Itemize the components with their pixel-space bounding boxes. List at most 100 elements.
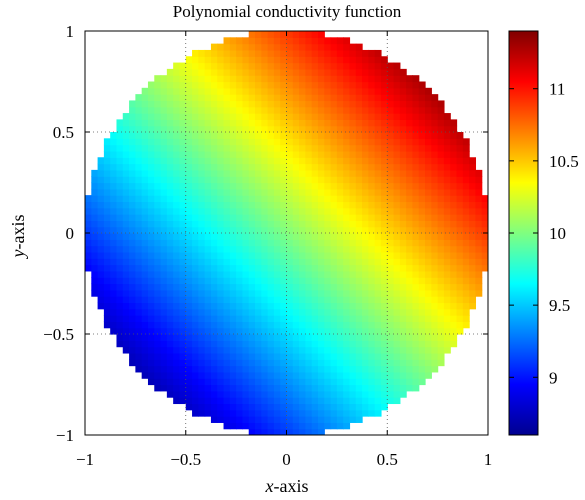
heatmap-cell <box>456 207 464 215</box>
heatmap-cell <box>248 416 256 423</box>
heatmap-cell <box>380 182 388 190</box>
x-axis-label-rest: -axis <box>274 476 309 496</box>
heatmap-cell <box>387 239 395 247</box>
heatmap-cell <box>292 289 300 297</box>
heatmap-cell <box>248 132 256 139</box>
heatmap-cell <box>204 283 212 291</box>
heatmap-cell <box>336 169 344 177</box>
heatmap-cell <box>299 416 306 423</box>
heatmap-cell <box>336 62 344 70</box>
heatmap-cell <box>406 182 414 190</box>
heatmap-cell <box>229 182 237 190</box>
heatmap-cell <box>431 264 439 272</box>
heatmap-cell <box>179 352 187 360</box>
heatmap-cell <box>154 132 162 139</box>
heatmap-cell <box>116 321 124 329</box>
heatmap-cell <box>267 119 275 127</box>
heatmap-cell <box>261 100 269 108</box>
heatmap-cell <box>336 87 344 95</box>
heatmap-cell <box>198 106 206 114</box>
heatmap-cell <box>97 169 105 177</box>
heatmap-cell <box>456 220 464 228</box>
heatmap-cell <box>173 226 181 234</box>
heatmap-cell <box>349 365 357 373</box>
heatmap-cell <box>236 378 244 386</box>
heatmap-cell <box>412 264 420 272</box>
heatmap-cell <box>399 81 407 89</box>
heatmap-cell <box>242 416 250 423</box>
heatmap-cell <box>179 258 187 266</box>
heatmap-cell <box>336 422 344 430</box>
heatmap-cell <box>122 132 130 139</box>
heatmap-cell <box>469 214 477 221</box>
heatmap-cell <box>292 422 300 430</box>
heatmap-cell <box>248 214 256 221</box>
heatmap-cell <box>261 106 269 114</box>
heatmap-cell <box>179 296 187 304</box>
heatmap-cell <box>116 138 124 146</box>
heatmap-cell <box>387 226 395 234</box>
heatmap-cell <box>317 334 325 341</box>
heatmap-cell <box>192 340 199 348</box>
heatmap-cell <box>324 327 332 335</box>
heatmap-cell <box>343 188 351 196</box>
heatmap-cell <box>166 226 174 234</box>
heatmap-cell <box>393 296 401 304</box>
heatmap-cell <box>248 359 256 367</box>
heatmap-cell <box>387 106 395 114</box>
heatmap-cell <box>255 176 262 184</box>
heatmap-cell <box>236 201 244 209</box>
heatmap-cell <box>110 327 118 335</box>
heatmap-cell <box>185 365 193 373</box>
heatmap-cell <box>450 125 458 133</box>
heatmap-cell <box>450 132 458 139</box>
heatmap-cell <box>336 43 344 51</box>
heatmap-cell <box>399 68 407 76</box>
heatmap-cell <box>210 283 218 291</box>
heatmap-cell <box>129 163 136 171</box>
heatmap-cell <box>349 106 357 114</box>
heatmap-cell <box>116 251 124 259</box>
heatmap-cell <box>469 296 477 304</box>
heatmap-cell <box>261 296 269 304</box>
heatmap-cell <box>330 378 338 386</box>
heatmap-cell <box>292 87 300 95</box>
heatmap-cell <box>147 214 155 221</box>
heatmap-cell <box>292 214 300 221</box>
heatmap-cell <box>280 81 288 89</box>
heatmap-cell <box>380 169 388 177</box>
heatmap-cell <box>299 233 306 240</box>
heatmap-cell <box>280 182 288 190</box>
heatmap-cell <box>393 334 401 341</box>
heatmap-cell <box>280 365 288 373</box>
heatmap-cell <box>380 56 388 64</box>
heatmap-cell <box>292 68 300 76</box>
heatmap-cell <box>311 157 319 165</box>
heatmap-cell <box>198 289 206 297</box>
heatmap-cell <box>450 264 458 272</box>
heatmap-cell <box>393 233 401 240</box>
heatmap-cell <box>198 270 206 278</box>
heatmap-cell <box>129 334 136 341</box>
heatmap-cell <box>299 428 306 435</box>
y-axis-label-rest: -axis <box>8 215 28 250</box>
heatmap-cell <box>311 169 319 177</box>
heatmap-cell <box>412 283 420 291</box>
heatmap-cell <box>292 113 300 120</box>
heatmap-cell <box>299 308 306 316</box>
heatmap-cell <box>349 264 357 272</box>
heatmap-cell <box>229 289 237 297</box>
heatmap-cell <box>317 150 325 158</box>
heatmap-cell <box>261 258 269 266</box>
heatmap-cell <box>217 220 225 228</box>
heatmap-cell <box>210 315 218 322</box>
heatmap-cell <box>280 214 288 221</box>
heatmap-cell <box>248 409 256 417</box>
heatmap-cell <box>399 321 407 329</box>
heatmap-cell <box>255 100 262 108</box>
heatmap-cell <box>154 169 162 177</box>
heatmap-cell <box>292 138 300 146</box>
heatmap-cell <box>173 251 181 259</box>
heatmap-cell <box>286 251 294 259</box>
heatmap-cell <box>305 409 313 417</box>
